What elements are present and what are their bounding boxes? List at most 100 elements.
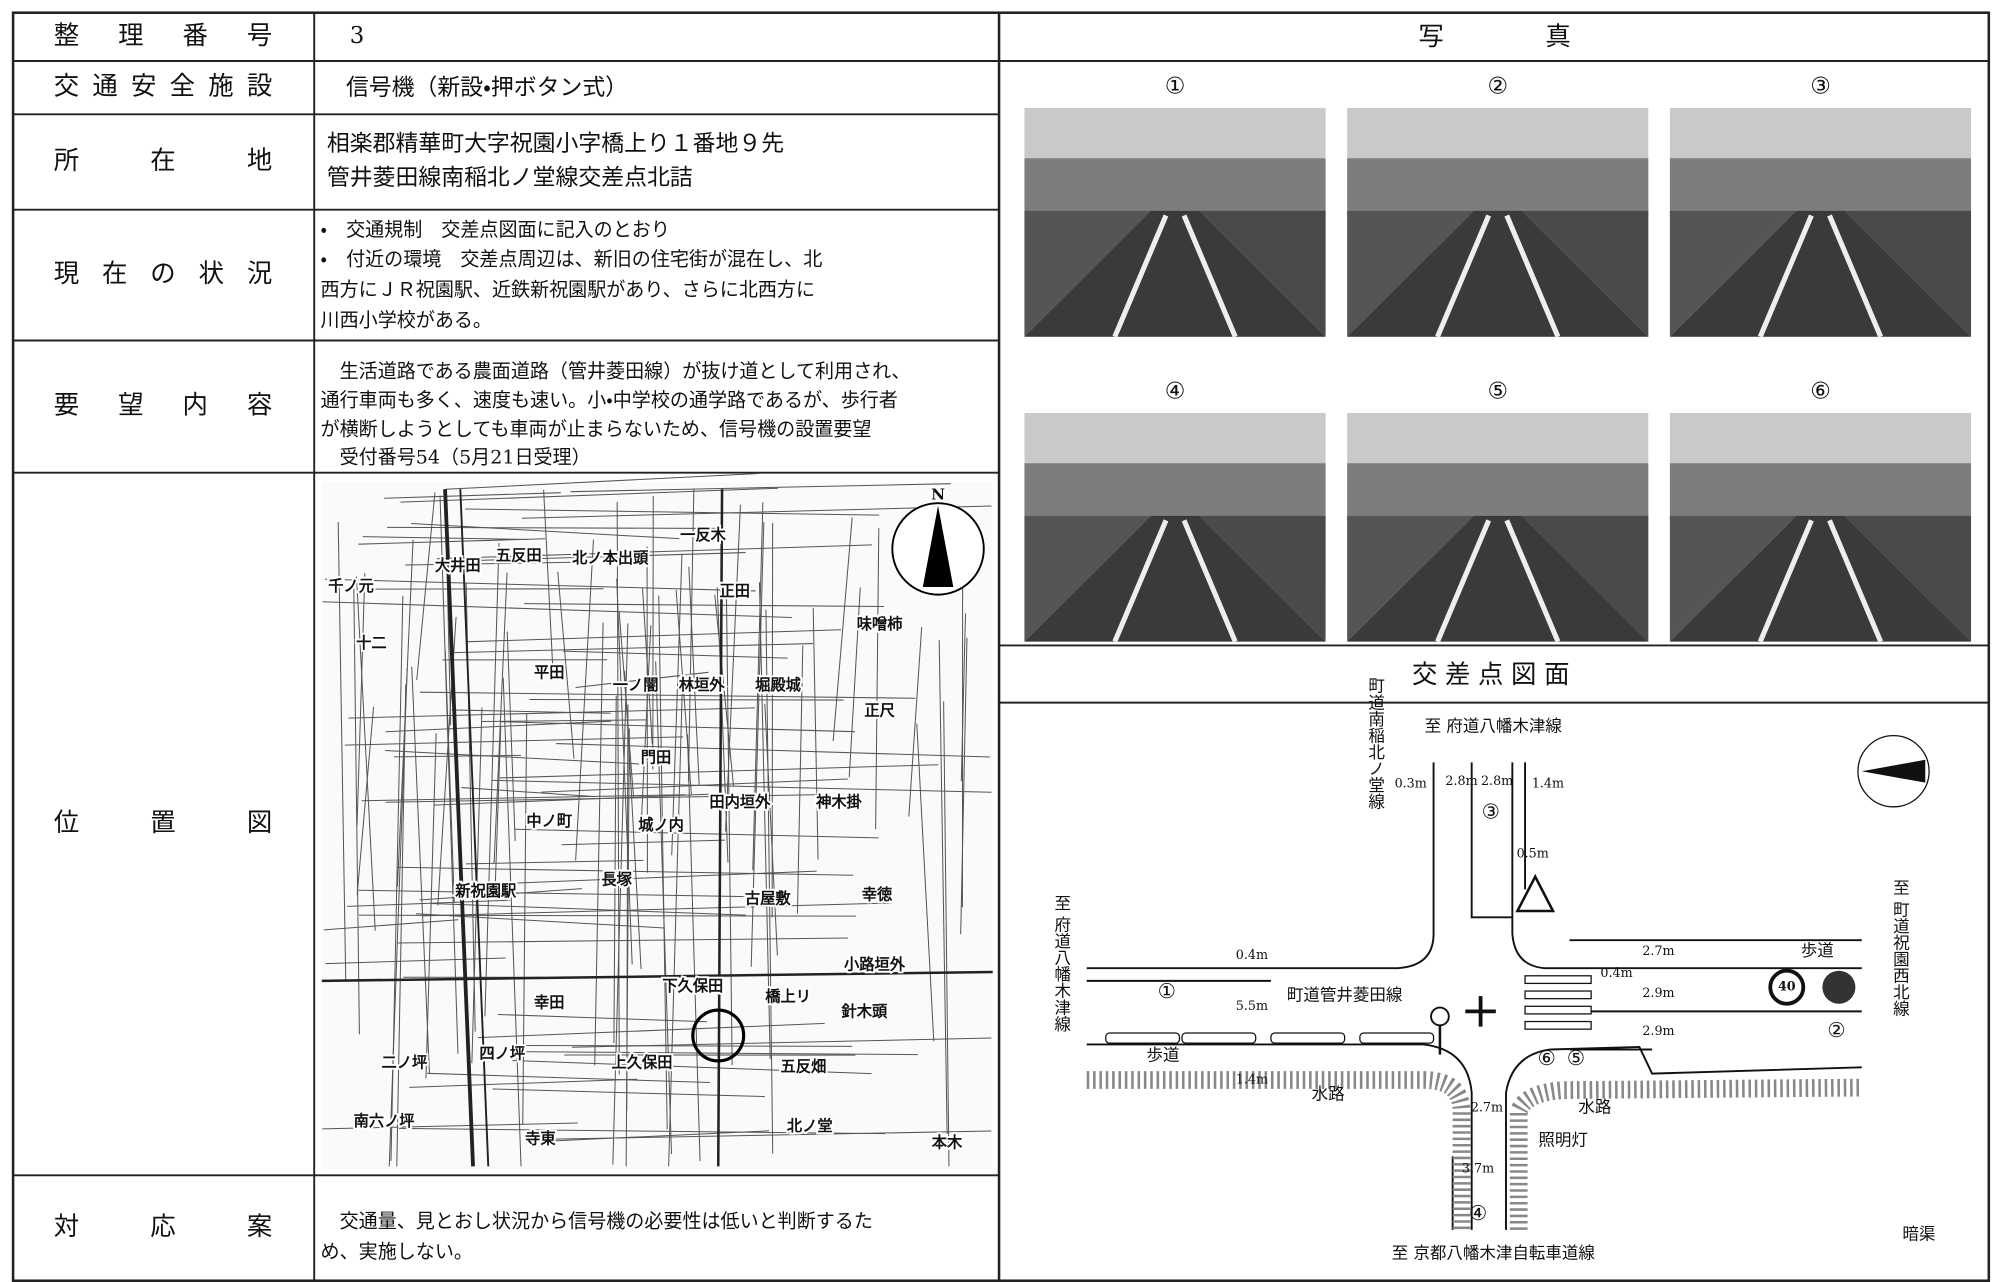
map-road	[385, 750, 640, 765]
map-road	[461, 787, 596, 798]
map-road	[477, 1022, 825, 1039]
diagram-label: 歩道	[1801, 941, 1834, 960]
photo	[1347, 412, 1649, 643]
photo-lane-line	[1112, 214, 1238, 338]
photo-label: ③	[1810, 74, 1830, 100]
map-road	[454, 643, 814, 654]
sidewalk-block	[1359, 1032, 1435, 1044]
diagram-marker: ②	[1827, 1018, 1845, 1042]
map-road	[387, 526, 717, 529]
photo-road	[1669, 210, 1972, 337]
map-road	[400, 487, 778, 503]
row-text: 川西小学校がある。	[321, 309, 492, 331]
site-circle	[691, 1008, 746, 1063]
photo-ground	[1521, 515, 1649, 642]
map-road	[938, 640, 948, 1135]
row-label: 整理番号	[54, 20, 273, 50]
photo-road	[1024, 210, 1326, 337]
map-road	[499, 764, 939, 779]
map-road	[492, 779, 992, 793]
map-label: 平田	[534, 663, 564, 681]
map-label: 一ノ闇	[613, 676, 659, 694]
map-road	[570, 483, 951, 493]
photo-lane-line	[1757, 519, 1884, 643]
diagram-label: 至 府道八幡木津線	[1052, 894, 1071, 1031]
row-text: ・ 付近の環境 交差点周辺は、新旧の住宅街が混在し、北	[321, 248, 823, 270]
road-edge	[1511, 762, 1862, 970]
row-text: 通行車両も多く、速度も速い。小・中学校の通学路であるが、歩行者	[321, 389, 898, 411]
road-edge	[1505, 1045, 1862, 1230]
speed-sign	[1768, 968, 1806, 1006]
map-label: 幸田	[534, 994, 564, 1012]
diagram-label: 照明灯	[1538, 1130, 1588, 1149]
map-label: 寺東	[525, 1130, 556, 1148]
diagram-marker: ⑤	[1567, 1046, 1585, 1070]
photo-label: ⑤	[1487, 379, 1507, 405]
diagram-label: 2.7m	[1642, 943, 1674, 958]
map-label: 新祝園駅	[454, 882, 517, 900]
photo	[1347, 107, 1649, 338]
photo-ground	[1347, 515, 1474, 642]
map-road	[344, 736, 684, 746]
photo-lane-line	[1112, 519, 1238, 643]
photo-houses	[1024, 158, 1326, 216]
compass-arrow	[1861, 759, 1926, 783]
map-road	[397, 937, 849, 944]
photo-houses	[1347, 463, 1649, 521]
diagram-label: 0.3m	[1395, 775, 1427, 790]
diagram-label: 0.5m	[1517, 845, 1549, 860]
map-label: 二ノ坪	[382, 1053, 428, 1071]
map-road	[575, 671, 709, 688]
map-road	[411, 522, 680, 540]
map-road	[322, 601, 792, 618]
row-label: 対応案	[54, 1211, 273, 1241]
diagram-label: 3.7m	[1462, 1160, 1494, 1175]
diagram-label: 至 京都八幡木津自転車道線	[1392, 1244, 1596, 1263]
map-road	[524, 603, 885, 608]
map-road	[522, 713, 528, 1125]
photo	[1024, 412, 1326, 643]
map-road	[497, 1013, 707, 1023]
map-road	[750, 521, 765, 967]
map-label: 一反木	[680, 526, 726, 544]
map-road	[561, 839, 725, 846]
map-road	[506, 631, 516, 842]
map-road	[322, 1122, 578, 1130]
map-label: 長塚	[601, 871, 632, 889]
map-road	[337, 522, 347, 980]
photo	[1669, 412, 1972, 643]
map-road	[427, 1072, 711, 1084]
map-road	[725, 584, 733, 1066]
map-road	[675, 589, 692, 795]
map-road	[325, 957, 506, 965]
map-label: 小路垣外	[844, 956, 906, 974]
photo-label: ①	[1165, 74, 1186, 100]
map-road	[396, 684, 407, 1167]
map-road	[943, 701, 950, 1167]
row-label: 所在地	[54, 145, 273, 175]
diagram-label: 2.9m	[1642, 985, 1674, 1000]
row-label: 交通安全施設	[54, 71, 273, 101]
map-label: 上久保田	[612, 1053, 673, 1071]
map-road	[832, 517, 853, 742]
map-road	[325, 578, 756, 592]
map-road	[556, 743, 990, 758]
map-road	[686, 734, 701, 1162]
map-road	[796, 645, 804, 914]
map-label: 四ノ坪	[479, 1045, 525, 1063]
map-label: 堀殿城	[755, 676, 801, 694]
map-road	[482, 719, 647, 723]
intersection-diagram: 至 府道八幡木津線 町道南稲北ノ堂線 0.3m 2.8m 2.8m 1.4m 0.5m 0.4…	[1052, 677, 1936, 1262]
map-road	[571, 1037, 992, 1048]
waterway	[1086, 1071, 1862, 1230]
photo-label: ②	[1487, 74, 1507, 100]
no-parking-sign	[1822, 970, 1856, 1004]
diagram-label: 2.8m	[1445, 773, 1477, 788]
photo-houses	[1669, 158, 1972, 216]
map-road	[493, 572, 508, 864]
map-road	[409, 1078, 638, 1088]
map-label: 田内垣外	[709, 793, 771, 811]
row-text: 信号機（新設・押ボタン式）	[346, 75, 628, 101]
map-label: 神木掛	[815, 793, 862, 811]
